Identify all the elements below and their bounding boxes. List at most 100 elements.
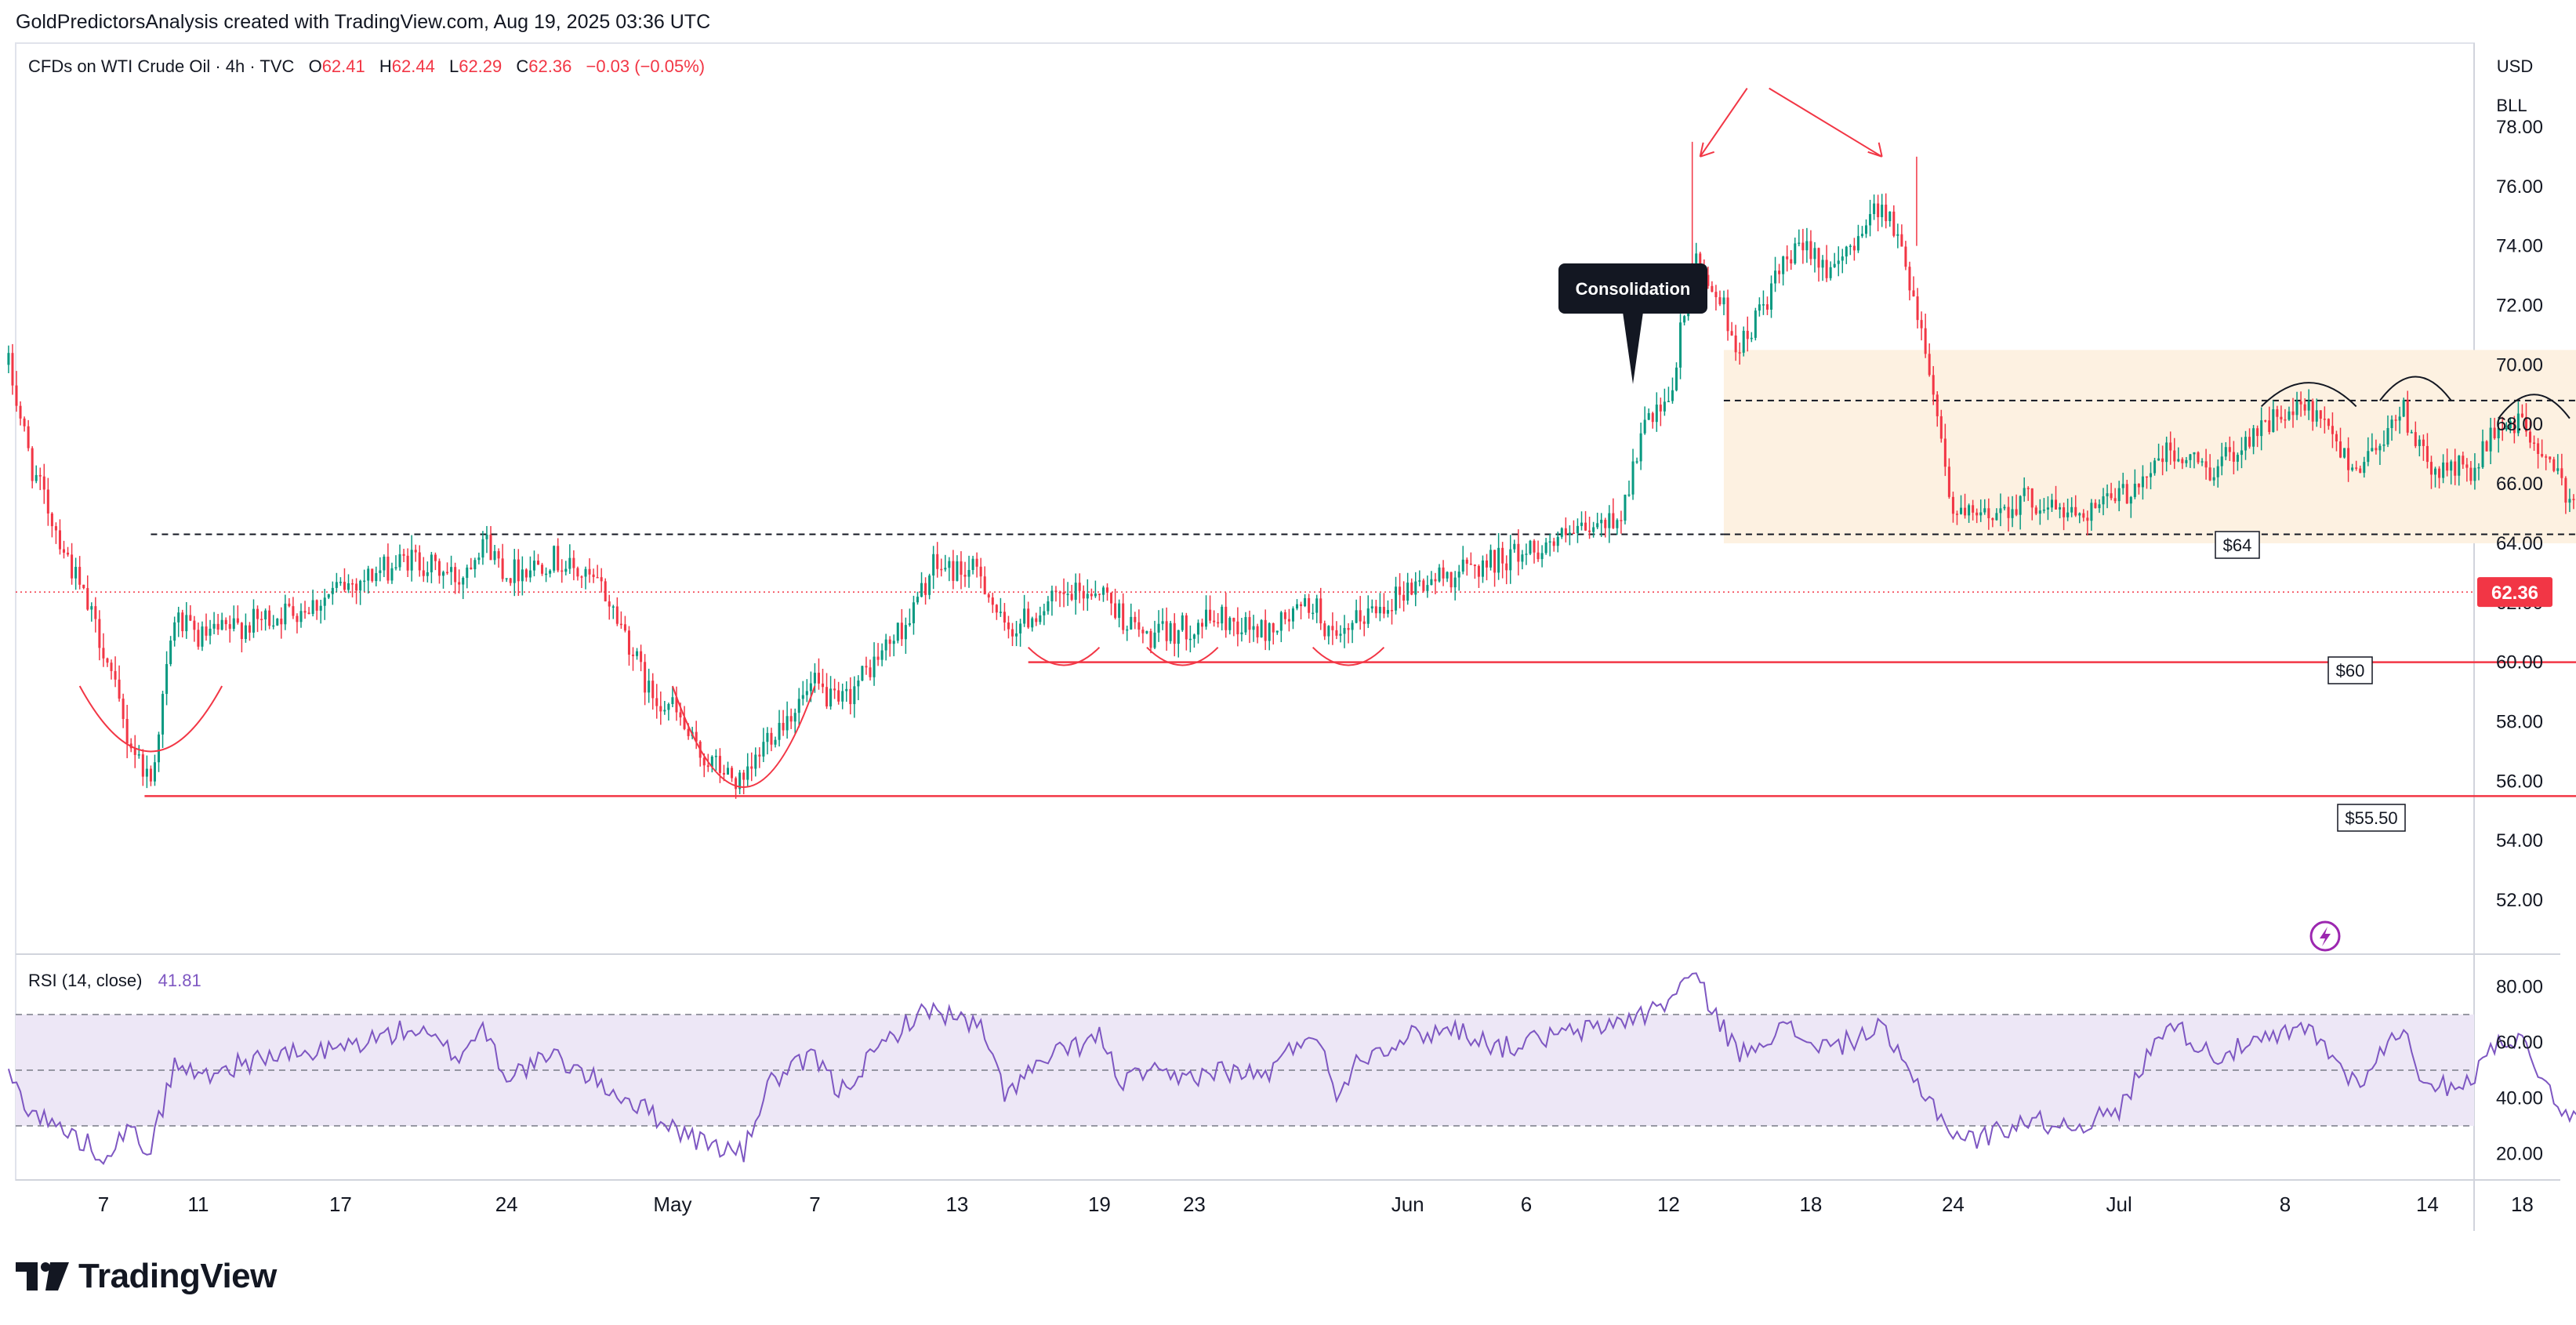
candle-body — [706, 765, 709, 768]
candle-body — [2034, 507, 2037, 514]
candle-body — [1667, 401, 1670, 403]
candle-body — [825, 687, 829, 707]
currency-label: USD — [2497, 56, 2533, 76]
rsi-legend: RSI (14, close) 41.81 — [28, 971, 201, 990]
candle-body — [687, 728, 690, 736]
candle-body — [1932, 375, 1935, 395]
candle-body — [2066, 512, 2070, 517]
time-tick-label: 19 — [1088, 1192, 1111, 1216]
candle-body — [1592, 527, 1595, 532]
candle-body — [774, 739, 777, 745]
candle-body — [2197, 452, 2200, 463]
rsi-tick-label: 60.00 — [2496, 1032, 2543, 1053]
candle-body — [2074, 506, 2077, 516]
candle-body — [2086, 517, 2089, 521]
candle-body — [38, 474, 42, 477]
lightning-icon[interactable] — [2309, 920, 2341, 952]
candle-body — [1378, 607, 1381, 614]
candle-body — [1805, 241, 1809, 251]
price-tick-label: 58.00 — [2496, 712, 2543, 733]
candle-body — [545, 573, 548, 575]
label-60: $60 — [2336, 661, 2365, 681]
candle-body — [2007, 506, 2010, 518]
candle-body — [714, 756, 717, 757]
candle-body — [386, 556, 390, 581]
candle-body — [1983, 508, 1986, 513]
candle-body — [596, 577, 599, 579]
candle-body — [572, 557, 575, 568]
candle-body — [212, 623, 216, 629]
candle-body — [383, 556, 386, 571]
candle-body — [1928, 354, 1931, 376]
candle-body — [31, 448, 34, 481]
rsi-tick-label: 40.00 — [2496, 1088, 2543, 1109]
candle-body — [932, 554, 935, 576]
candle-body — [2082, 513, 2085, 518]
candle-body — [2228, 447, 2231, 452]
candle-body — [2288, 411, 2291, 420]
candle-body — [1624, 494, 1627, 521]
candle-body — [19, 405, 22, 419]
candle-body — [837, 690, 840, 702]
candle-body — [2335, 434, 2338, 441]
candle-body — [1655, 405, 1658, 423]
candle-body — [2465, 464, 2469, 468]
candle-body — [564, 568, 568, 572]
candle-body — [1090, 594, 1093, 597]
candle-body — [1722, 297, 1725, 305]
candle-body — [2398, 416, 2401, 421]
candle-body — [726, 768, 730, 775]
time-tick-label: 13 — [945, 1192, 968, 1216]
candle-body — [462, 578, 465, 585]
candle-body — [394, 567, 397, 568]
candle-body — [1683, 316, 1686, 323]
candle-body — [2173, 450, 2176, 462]
candle-body — [86, 588, 89, 610]
candle-body — [2110, 493, 2113, 499]
candle-body — [2165, 442, 2168, 463]
candle-body — [1134, 616, 1137, 623]
candle-body — [1248, 617, 1251, 630]
candle-body — [2338, 441, 2342, 458]
candle-body — [2533, 442, 2536, 445]
candle-body — [2094, 503, 2097, 509]
candle-body — [2454, 461, 2457, 476]
candle-body — [303, 611, 307, 613]
candle-body — [2489, 427, 2492, 452]
candle-body — [284, 603, 287, 625]
candle-body — [137, 754, 140, 756]
candle-body — [1114, 603, 1117, 619]
candle-body — [2556, 468, 2560, 471]
candle-body — [1312, 612, 1315, 615]
candle-body — [2260, 420, 2263, 437]
candle-body — [1801, 242, 1805, 251]
candle-body — [655, 698, 659, 706]
candle-body — [2418, 439, 2421, 446]
candle-body — [1015, 633, 1018, 637]
candle-body — [1086, 594, 1089, 599]
candle-body — [979, 566, 982, 577]
candle-body — [631, 654, 635, 656]
candle-body — [2505, 428, 2508, 430]
candle-body — [1105, 587, 1109, 593]
candle-body — [2113, 498, 2117, 502]
candle-body — [355, 583, 358, 591]
candle-body — [1308, 597, 1311, 613]
candle-body — [1283, 612, 1286, 619]
candle-body — [161, 694, 165, 735]
candle-body — [1564, 528, 1567, 535]
candle-body — [62, 549, 66, 553]
candle-body — [2501, 428, 2504, 430]
candle-body — [1959, 507, 1963, 514]
candle-body — [1386, 610, 1389, 614]
candle-body — [746, 766, 749, 780]
candle-body — [489, 534, 492, 561]
candle-body — [1141, 630, 1145, 633]
candle-body — [1738, 352, 1741, 354]
candle-body — [1939, 416, 1943, 439]
candle-body — [1513, 543, 1516, 550]
tradingview-logo[interactable]: TradingView — [16, 1253, 277, 1300]
candle-body — [1192, 634, 1195, 639]
candle-body — [1047, 601, 1050, 612]
candle-body — [2161, 458, 2164, 463]
